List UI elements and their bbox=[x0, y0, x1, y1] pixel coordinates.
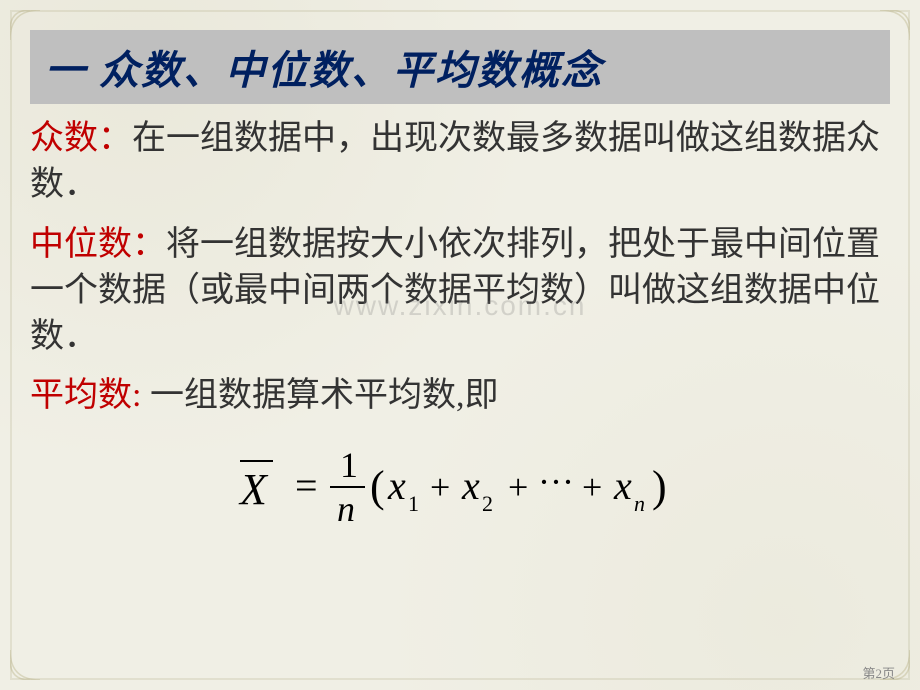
mean-formula: X = 1 n ( x 1 + x 2 + ··· + x n bbox=[30, 439, 890, 544]
svg-text:(: ( bbox=[370, 462, 385, 511]
formula-sub-n: n bbox=[634, 491, 645, 516]
formula-svg: X = 1 n ( x 1 + x 2 + ··· + x n bbox=[210, 439, 710, 539]
text-mean: 一组数据算术平均数,即 bbox=[141, 377, 498, 414]
formula-sub2: 2 bbox=[482, 491, 493, 516]
svg-text:x: x bbox=[387, 463, 406, 508]
slide-title: 一 众数、中位数、平均数概念 bbox=[45, 48, 603, 93]
svg-text:+: + bbox=[430, 467, 450, 507]
svg-text:x: x bbox=[461, 463, 480, 508]
page-number: 第2页 bbox=[862, 663, 895, 682]
term-median: 中位数： bbox=[30, 226, 166, 263]
svg-text:+: + bbox=[582, 467, 602, 507]
formula-sub1: 1 bbox=[408, 491, 419, 516]
formula-lhs: X bbox=[238, 465, 269, 514]
title-bar: 一 众数、中位数、平均数概念 bbox=[30, 30, 890, 104]
text-mode: 在一组数据中，出现次数最多数据叫做这组数据众数． bbox=[30, 120, 880, 203]
svg-text:): ) bbox=[652, 462, 667, 511]
formula-denominator: n bbox=[337, 489, 355, 529]
formula-numerator: 1 bbox=[340, 445, 358, 485]
definition-mean: 平均数: 一组数据算术平均数,即 bbox=[30, 373, 890, 419]
term-mean: 平均数: bbox=[30, 377, 141, 414]
slide-content: 一 众数、中位数、平均数概念 众数：在一组数据中，出现次数最多数据叫做这组数据众… bbox=[30, 30, 890, 660]
svg-text:···: ··· bbox=[538, 462, 574, 502]
definition-median: 中位数：将一组数据按大小依次排列，把处于最中间位置一个数据（或最中间两个数据平均… bbox=[30, 222, 890, 360]
svg-text:+: + bbox=[508, 467, 528, 507]
svg-text:x: x bbox=[613, 463, 632, 508]
definition-mode: 众数：在一组数据中，出现次数最多数据叫做这组数据众数． bbox=[30, 116, 890, 208]
svg-text:=: = bbox=[295, 463, 318, 508]
term-mode: 众数： bbox=[30, 120, 132, 157]
